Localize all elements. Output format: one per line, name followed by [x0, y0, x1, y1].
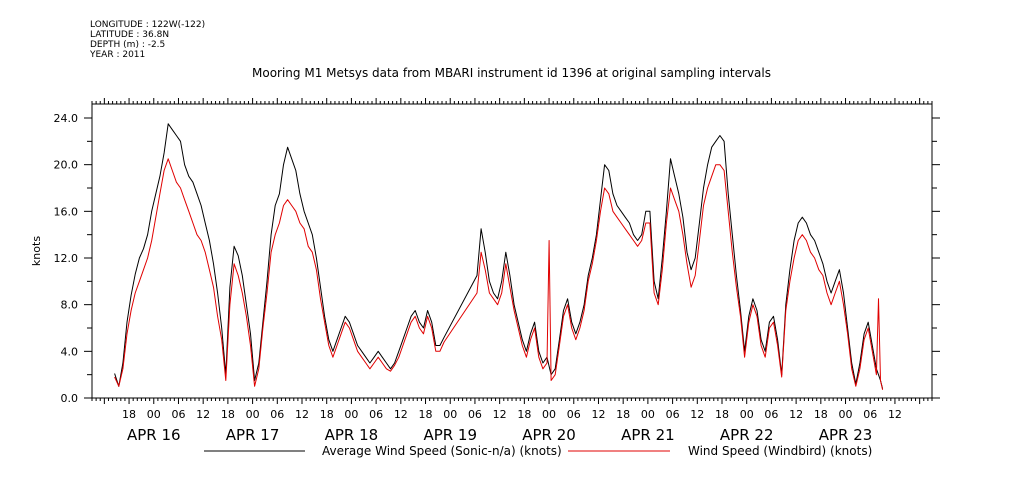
- x-hour-label: 00: [542, 408, 556, 421]
- x-hour-label: 12: [196, 408, 210, 421]
- y-tick-label: 8.0: [61, 299, 79, 312]
- y-tick-label: 12.0: [54, 252, 79, 265]
- x-hour-label: 18: [221, 408, 235, 421]
- x-hour-label: 00: [344, 408, 358, 421]
- latitude-text: LATITUDE : 36.8N: [90, 30, 170, 40]
- x-hour-label: 06: [764, 408, 778, 421]
- x-day-label: APR 20: [522, 426, 576, 444]
- x-hour-label: 12: [295, 408, 309, 421]
- legend-label-sonic: Average Wind Speed (Sonic-n/a) (knots): [322, 444, 562, 458]
- x-hour-label: 00: [740, 408, 754, 421]
- x-hour-label: 00: [839, 408, 853, 421]
- x-hour-label: 06: [567, 408, 581, 421]
- plot-frame: [91, 103, 933, 399]
- x-hour-label: 00: [641, 408, 655, 421]
- metadata-block: LONGITUDE : 122W(-122) LATITUDE : 36.8N …: [90, 20, 205, 60]
- x-hour-label: 12: [789, 408, 803, 421]
- x-hour-label: 00: [147, 408, 161, 421]
- x-day-label: APR 23: [819, 426, 873, 444]
- x-day-label: APR 17: [226, 426, 280, 444]
- x-hour-label: 18: [122, 408, 136, 421]
- x-hour-label: 12: [690, 408, 704, 421]
- y-axis-label: knots: [30, 236, 43, 266]
- x-day-label: APR 21: [621, 426, 675, 444]
- x-hour-label: 06: [666, 408, 680, 421]
- x-hour-label: 06: [863, 408, 877, 421]
- series-line-windbird: [114, 158, 884, 390]
- x-hour-label: 06: [369, 408, 383, 421]
- legend-label-windbird: Wind Speed (Windbird) (knots): [688, 444, 872, 458]
- depth-text: DEPTH (m) : -2.5: [90, 40, 166, 50]
- chart-title: Mooring M1 Metsys data from MBARI instru…: [252, 66, 771, 80]
- x-hour-label: 12: [493, 408, 507, 421]
- x-hour-label: 00: [443, 408, 457, 421]
- x-hour-label: 18: [320, 408, 334, 421]
- series-line-sonic: [114, 123, 884, 389]
- x-day-label: APR 19: [423, 426, 477, 444]
- longitude-text: LONGITUDE : 122W(-122): [90, 20, 206, 30]
- x-hour-label: 06: [171, 408, 185, 421]
- x-hour-label: 12: [591, 408, 605, 421]
- x-hour-label: 18: [616, 408, 630, 421]
- y-tick-label: 16.0: [54, 205, 79, 218]
- x-hour-label: 12: [888, 408, 902, 421]
- x-hour-label: 06: [468, 408, 482, 421]
- y-tick-label: 20.0: [54, 159, 79, 172]
- x-hour-label: 18: [814, 408, 828, 421]
- x-hour-label: 18: [517, 408, 531, 421]
- y-tick-label: 24.0: [54, 112, 79, 125]
- x-day-label: APR 16: [127, 426, 181, 444]
- x-day-label: APR 18: [325, 426, 379, 444]
- x-hour-label: 12: [394, 408, 408, 421]
- x-hour-label: 18: [715, 408, 729, 421]
- y-tick-label: 4.0: [61, 345, 79, 358]
- y-tick-label: 0.0: [61, 392, 79, 405]
- x-day-label: APR 22: [720, 426, 774, 444]
- year-text: YEAR : 2011: [90, 50, 146, 60]
- x-hour-label: 00: [246, 408, 260, 421]
- x-hour-label: 18: [419, 408, 433, 421]
- x-hour-label: 06: [270, 408, 284, 421]
